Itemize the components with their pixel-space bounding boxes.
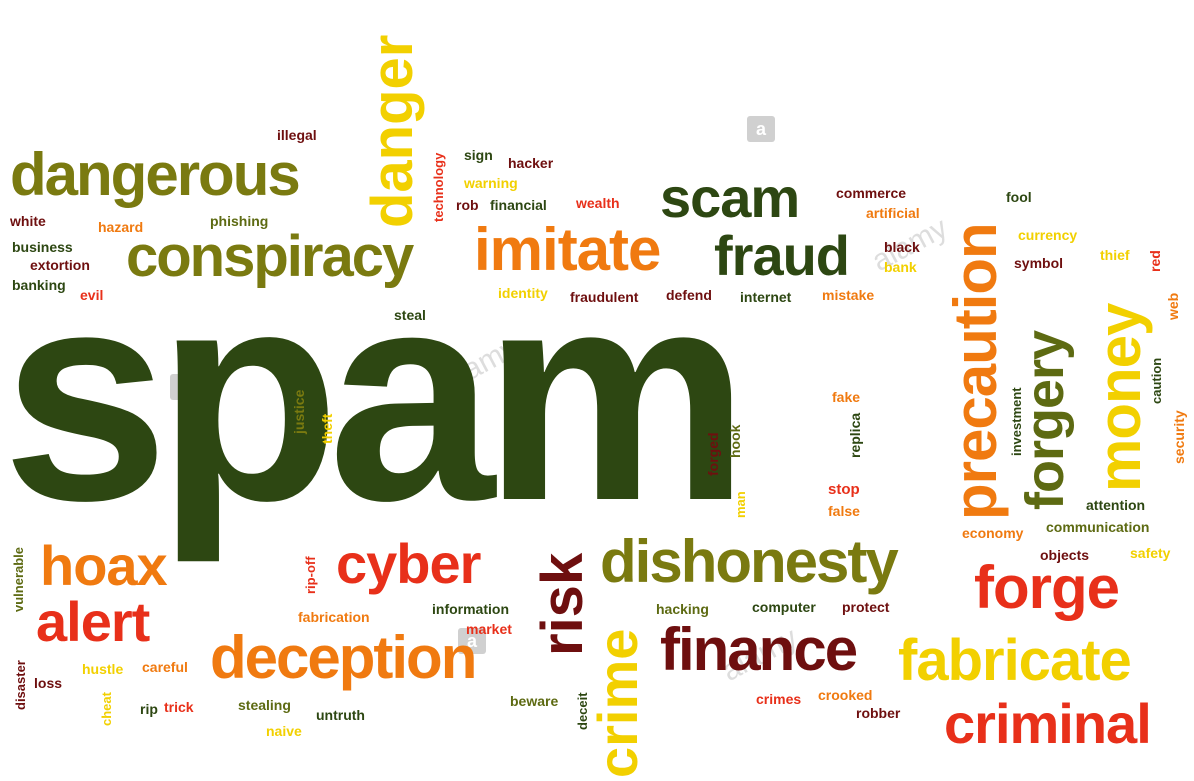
word-risk: risk [530, 552, 595, 656]
watermark-tile: a [458, 628, 486, 654]
word-naive: naive [266, 723, 302, 739]
word-red: red [1147, 250, 1163, 272]
word-cheat: cheat [99, 692, 114, 726]
word-business: business [12, 239, 73, 255]
word-fabrication: fabrication [298, 609, 370, 625]
word-warning: warning [464, 175, 518, 191]
word-false: false [828, 503, 860, 519]
word-identity: identity [498, 285, 548, 301]
word-crooked: crooked [818, 687, 873, 703]
word-communication: communication [1046, 519, 1150, 535]
word-robber: robber [856, 705, 901, 721]
watermark-tile: a [170, 374, 198, 400]
word-defend: defend [666, 287, 712, 303]
word-information: information [432, 601, 509, 617]
word-finance: finance [660, 616, 858, 683]
word-forge: forge [974, 554, 1120, 621]
word-web: web [1165, 292, 1181, 320]
word-dishonesty: dishonesty [600, 528, 899, 595]
word-computer: computer [752, 599, 816, 615]
word-wealth: wealth [576, 195, 620, 211]
word-deceit: deceit [575, 692, 590, 730]
word-commerce: commerce [836, 185, 907, 201]
word-fake: fake [832, 389, 861, 405]
word-spam: spam [2, 227, 750, 563]
word-fool: fool [1006, 189, 1032, 205]
word-man: man [733, 491, 748, 518]
word-danger: danger [360, 34, 425, 228]
word-untruth: untruth [316, 707, 365, 723]
word-imitate: imitate [474, 216, 661, 283]
word-rob: rob [456, 197, 479, 213]
word-investment: investment [1009, 387, 1024, 456]
word-hook: hook [727, 424, 743, 458]
word-disaster: disaster [13, 660, 28, 710]
word-replica: replica [847, 412, 863, 458]
word-crime: crime [586, 628, 649, 778]
word-mistake: mistake [822, 287, 875, 303]
word-crimes: crimes [756, 691, 802, 707]
word-protect: protect [842, 599, 890, 615]
word-steal: steal [394, 307, 426, 323]
word-stealing: stealing [238, 697, 291, 713]
word-dangerous: dangerous [10, 141, 301, 208]
word-vulnerable: vulnerable [11, 546, 26, 612]
word-phishing: phishing [210, 213, 269, 229]
word-stop: stop [828, 481, 860, 498]
word-forgery: forgery [1015, 330, 1075, 510]
word-currency: currency [1018, 227, 1078, 243]
word-conspiracy: conspiracy [126, 224, 414, 289]
word-economy: economy [962, 525, 1024, 541]
word-market: market [466, 621, 512, 637]
word-careful: careful [142, 659, 188, 675]
word-precaution: precaution [942, 223, 1009, 520]
word-bank: bank [884, 259, 917, 275]
word-trick: trick [164, 699, 194, 715]
word-deception: deception [210, 624, 477, 691]
word-caution: caution [1149, 357, 1164, 404]
word-technology: technology [431, 152, 446, 222]
word-security: security [1171, 410, 1187, 464]
word-hacking: hacking [656, 601, 709, 617]
word-scam: scam [660, 166, 800, 229]
word-artificial: artificial [866, 205, 920, 221]
word-banking: banking [12, 277, 66, 293]
word-white: white [10, 213, 46, 229]
word-safety: safety [1130, 545, 1171, 561]
word-hacker: hacker [508, 155, 554, 171]
word-internet: internet [740, 289, 792, 305]
word-fabricate: fabricate [898, 628, 1132, 693]
word-rip: rip [140, 701, 158, 717]
word-beware: beware [510, 693, 559, 709]
word-justice: justice [291, 389, 307, 434]
word-theft: theft [319, 413, 335, 444]
word-sign: sign [464, 147, 493, 163]
word-evil: evil [80, 287, 104, 303]
word-rip-off: rip-off [303, 556, 318, 594]
word-hustle: hustle [82, 661, 124, 677]
word-objects: objects [1040, 547, 1090, 563]
word-financial: financial [490, 197, 547, 213]
word-loss: loss [34, 675, 63, 691]
word-alert: alert [36, 590, 150, 653]
word-cyber: cyber [336, 532, 481, 595]
word-hoax: hoax [40, 534, 168, 597]
word-black: black [884, 239, 920, 255]
word-extortion: extortion [30, 257, 90, 273]
word-thief: thief [1100, 247, 1130, 263]
word-illegal: illegal [277, 127, 317, 143]
word-fraudulent: fraudulent [570, 289, 639, 305]
word-hazard: hazard [98, 219, 144, 235]
watermark-tile: a [747, 116, 775, 142]
word-fraud: fraud [714, 224, 850, 287]
word-attention: attention [1086, 497, 1146, 513]
word-money: money [1086, 303, 1153, 492]
word-symbol: symbol [1014, 255, 1064, 271]
word-criminal: criminal [944, 692, 1152, 755]
word-forged: forged [705, 432, 721, 476]
